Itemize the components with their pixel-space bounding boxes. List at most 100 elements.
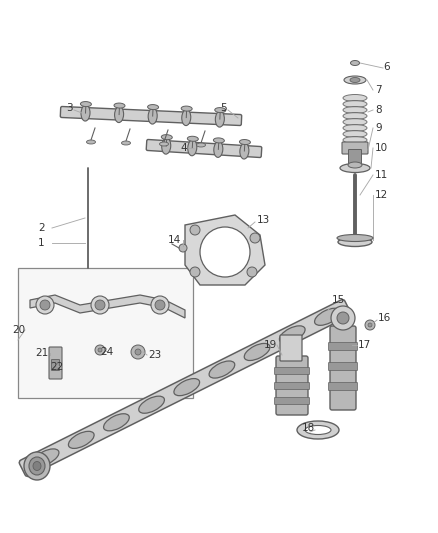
Ellipse shape — [188, 140, 197, 156]
Ellipse shape — [161, 135, 172, 140]
Circle shape — [36, 296, 54, 314]
Ellipse shape — [174, 378, 200, 395]
Ellipse shape — [148, 108, 157, 124]
Ellipse shape — [86, 140, 95, 144]
Ellipse shape — [240, 140, 251, 144]
Text: 18: 18 — [302, 423, 315, 433]
Ellipse shape — [81, 105, 90, 121]
Text: 5: 5 — [220, 103, 226, 113]
Ellipse shape — [68, 431, 94, 448]
Text: 23: 23 — [148, 350, 161, 360]
Ellipse shape — [343, 131, 367, 138]
Circle shape — [40, 300, 50, 310]
Ellipse shape — [314, 308, 340, 325]
Text: 13: 13 — [257, 215, 270, 225]
Ellipse shape — [240, 143, 249, 159]
FancyBboxPatch shape — [328, 383, 357, 391]
Text: 3: 3 — [66, 103, 73, 113]
Text: 22: 22 — [50, 362, 63, 372]
Ellipse shape — [343, 112, 367, 119]
FancyBboxPatch shape — [330, 326, 356, 410]
Ellipse shape — [114, 103, 125, 108]
Bar — [18, 268, 193, 398]
Text: 19: 19 — [264, 340, 277, 350]
Ellipse shape — [148, 104, 159, 110]
FancyBboxPatch shape — [275, 367, 310, 375]
Ellipse shape — [343, 142, 367, 149]
Text: 20: 20 — [12, 325, 25, 335]
Circle shape — [337, 312, 349, 324]
Text: 11: 11 — [375, 170, 388, 180]
FancyBboxPatch shape — [328, 362, 357, 370]
FancyBboxPatch shape — [60, 107, 242, 125]
Text: 12: 12 — [375, 190, 388, 200]
Ellipse shape — [187, 136, 198, 141]
Ellipse shape — [81, 102, 92, 107]
Ellipse shape — [343, 118, 367, 125]
Ellipse shape — [348, 162, 362, 168]
Text: 4: 4 — [180, 143, 187, 153]
Circle shape — [190, 267, 200, 277]
Text: 1: 1 — [38, 238, 45, 248]
Ellipse shape — [121, 141, 131, 145]
Circle shape — [135, 349, 141, 355]
Ellipse shape — [209, 361, 235, 378]
Text: 6: 6 — [383, 62, 390, 72]
Circle shape — [365, 320, 375, 330]
FancyBboxPatch shape — [19, 300, 351, 477]
Circle shape — [151, 296, 169, 314]
Ellipse shape — [305, 425, 331, 434]
Ellipse shape — [343, 125, 367, 132]
Ellipse shape — [29, 457, 45, 475]
FancyBboxPatch shape — [146, 140, 262, 157]
Circle shape — [131, 345, 145, 359]
Ellipse shape — [343, 101, 367, 108]
Circle shape — [368, 323, 372, 327]
Ellipse shape — [33, 449, 59, 466]
Circle shape — [155, 300, 165, 310]
Text: 21: 21 — [35, 348, 48, 358]
Ellipse shape — [297, 421, 339, 439]
Circle shape — [95, 300, 105, 310]
Circle shape — [250, 233, 260, 243]
Ellipse shape — [350, 61, 360, 66]
Polygon shape — [30, 295, 185, 318]
FancyBboxPatch shape — [342, 142, 368, 154]
Text: 17: 17 — [358, 340, 371, 350]
FancyBboxPatch shape — [49, 347, 62, 379]
Text: 24: 24 — [100, 347, 113, 357]
Circle shape — [190, 225, 200, 235]
FancyBboxPatch shape — [349, 149, 361, 165]
Ellipse shape — [337, 235, 373, 241]
Circle shape — [95, 345, 105, 355]
Ellipse shape — [343, 136, 367, 143]
Ellipse shape — [340, 164, 370, 173]
Polygon shape — [185, 215, 265, 285]
Ellipse shape — [350, 77, 360, 83]
Text: 14: 14 — [168, 235, 181, 245]
Ellipse shape — [244, 343, 270, 360]
Ellipse shape — [279, 326, 305, 343]
Ellipse shape — [33, 462, 41, 471]
Ellipse shape — [103, 414, 129, 431]
Ellipse shape — [159, 142, 169, 146]
Circle shape — [98, 348, 102, 352]
Text: 2: 2 — [38, 223, 45, 233]
Ellipse shape — [213, 138, 224, 143]
FancyBboxPatch shape — [275, 398, 310, 405]
Circle shape — [200, 227, 250, 277]
Circle shape — [247, 267, 257, 277]
Text: 10: 10 — [375, 143, 388, 153]
Ellipse shape — [181, 106, 192, 111]
FancyBboxPatch shape — [275, 383, 310, 390]
Text: 7: 7 — [375, 85, 381, 95]
Text: 16: 16 — [378, 313, 391, 323]
Text: 9: 9 — [375, 123, 381, 133]
Circle shape — [179, 244, 187, 252]
Ellipse shape — [343, 94, 367, 101]
FancyBboxPatch shape — [280, 335, 302, 361]
Circle shape — [91, 296, 109, 314]
Ellipse shape — [344, 76, 366, 84]
Ellipse shape — [182, 110, 191, 126]
Ellipse shape — [215, 108, 226, 112]
